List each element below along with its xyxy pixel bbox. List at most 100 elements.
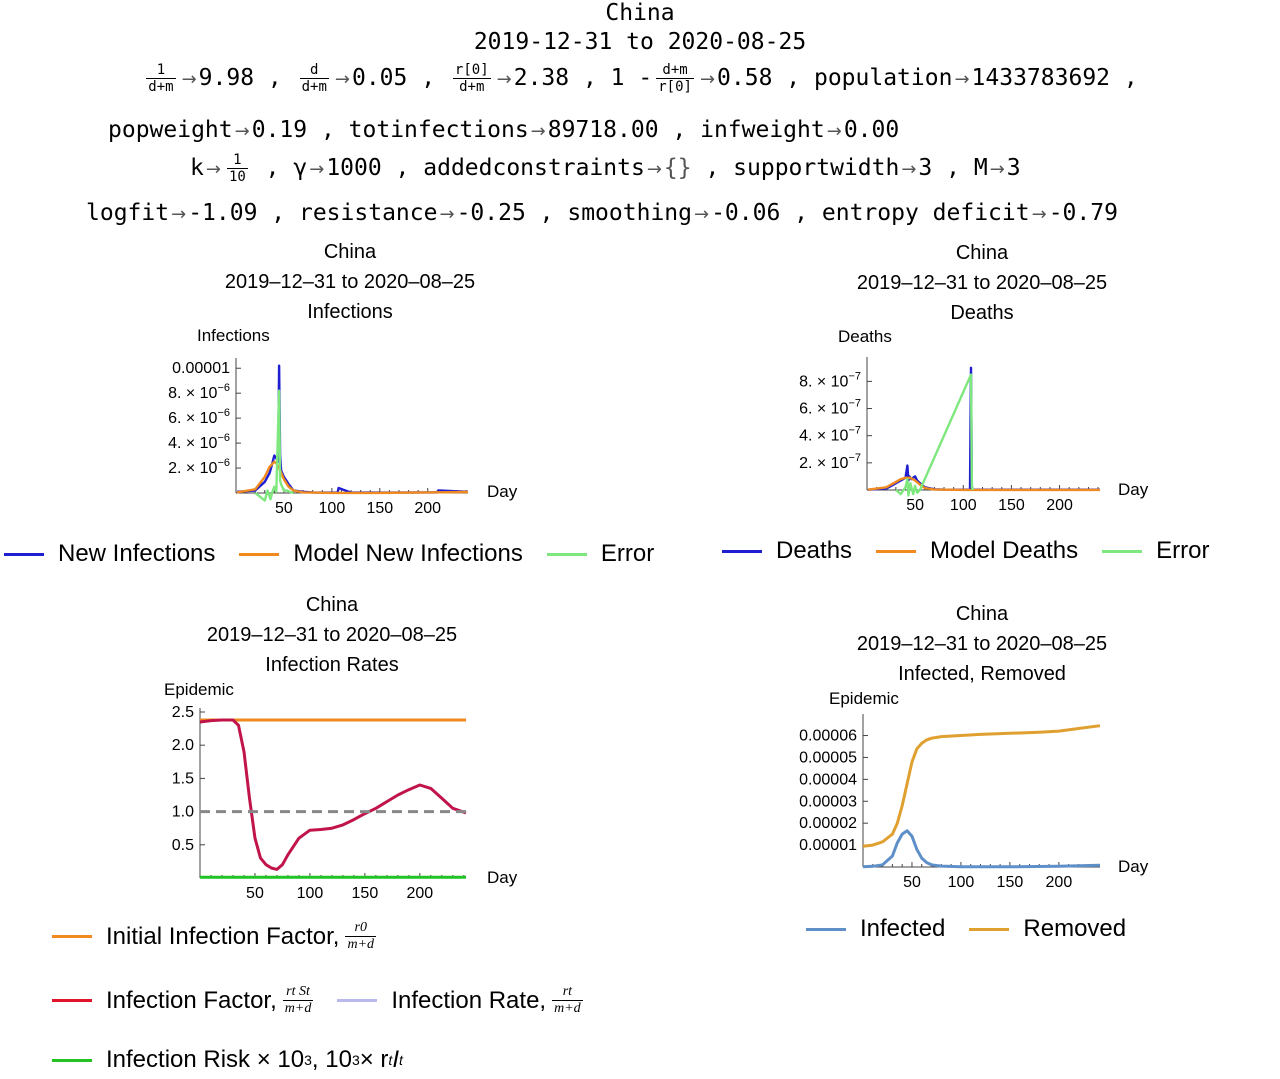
param-prefix: 1 - (610, 65, 653, 91)
series-line-model-deaths (867, 476, 1100, 492)
y-tick-label: 1.0 (172, 804, 194, 821)
x-tick-label: 200 (1046, 497, 1073, 514)
chart-infections-ylabel: Infections (197, 326, 270, 345)
x-tick-label: 200 (1046, 874, 1073, 891)
chart-title-line: China (955, 603, 1009, 625)
param-name: supportwidth (733, 155, 900, 181)
y-tick-label: 0.00001 (172, 360, 230, 377)
y-tick-label: 0.00006 (799, 728, 857, 745)
param-value: 1433783692 (971, 65, 1111, 91)
x-axis-label: Day (487, 482, 518, 501)
param-value: 9.98 (198, 65, 255, 91)
y-tick-label: 4. × 10−6 (168, 432, 230, 452)
x-tick-label: 100 (950, 497, 977, 514)
chart-infections-title: China 2019–12–31 to 2020–08–25 Infection… (200, 237, 500, 327)
param-name: logfit (86, 200, 170, 226)
chart-title-line: Infected, Removed (898, 663, 1066, 685)
chart-deaths-ylabel: Deaths (838, 327, 892, 346)
param-name: addedconstraints (423, 155, 645, 181)
param-name: infweight (700, 117, 825, 143)
x-axis-label: Day (1118, 480, 1149, 499)
x-tick-label: 150 (997, 874, 1024, 891)
param-name: M (973, 155, 988, 181)
param-value: -1.09 (188, 200, 258, 226)
chart-title-line: Infection Rates (265, 654, 399, 676)
x-tick-label: 50 (903, 874, 921, 891)
chart-rates-ylabel: Epidemic (164, 680, 234, 699)
y-tick-label: 2. × 10−6 (168, 457, 230, 477)
legend-item: Model Deaths (876, 537, 1078, 565)
chart-title-line: Deaths (950, 302, 1014, 324)
param-value: -0.06 (711, 200, 781, 226)
param-name: popweight (108, 117, 233, 143)
legend-item: New Infections (4, 540, 215, 568)
legend-item: Deaths (722, 537, 852, 565)
x-tick-label: 200 (414, 500, 441, 517)
legend-infections: New Infections Model New Infections Erro… (4, 540, 678, 568)
param-frac-2: d d+m (299, 62, 329, 95)
y-tick-label: 0.00001 (799, 837, 857, 854)
y-tick-label: 0.00002 (799, 815, 857, 832)
chart-rates-title: China 2019–12–31 to 2020–08–25 Infection… (182, 590, 482, 680)
x-tick-label: 150 (998, 497, 1025, 514)
y-tick-label: 0.00003 (799, 793, 857, 810)
param-frac-3: r[0] d+m (452, 62, 491, 95)
x-tick-label: 150 (352, 885, 379, 902)
param-name: γ (293, 155, 308, 181)
x-tick-label: 150 (366, 500, 393, 517)
series-line-removed (862, 724, 1101, 848)
chart-title-line: 2019–12–31 to 2020–08–25 (206, 624, 458, 646)
y-tick-label: 8. × 10−6 (168, 382, 230, 402)
param-name: totinfections (348, 117, 529, 143)
series-line-deaths (867, 366, 1100, 491)
chart-title-line: China (305, 594, 359, 616)
chart-title-line: 2019–12–31 to 2020–08–25 (856, 272, 1108, 294)
series-line-infection-factor (199, 718, 467, 871)
param-value: -0.79 (1048, 200, 1118, 226)
y-tick-label: 4. × 10−7 (799, 425, 861, 445)
legend-item: Infected (806, 915, 945, 943)
param-name: population (813, 65, 953, 91)
x-tick-label: 100 (948, 874, 975, 891)
param-value: -0.25 (456, 200, 526, 226)
param-name: smoothing (567, 200, 692, 226)
chart-title-line: 2019–12–31 to 2020–08–25 (224, 271, 476, 293)
chart-deaths-title: China 2019–12–31 to 2020–08–25 Deaths (832, 238, 1132, 328)
param-value: 0.19 (251, 117, 308, 143)
y-tick-label: 8. × 10−7 (799, 370, 861, 390)
series-line-infected (862, 829, 1101, 869)
legend-infected-removed: Infected Removed (806, 915, 1150, 943)
param-value: 1000 (326, 155, 382, 181)
y-tick-label: 0.00004 (799, 771, 857, 788)
params-line-3: k → 1 10 , γ →1000 , addedconstraints →{} , s… (190, 152, 1021, 185)
param-value: 3 (1006, 155, 1021, 181)
param-name: entropy deficit (821, 200, 1030, 226)
legend-rates-factor: Infection Factor, rt St m+d Infection Rat… (52, 984, 583, 1017)
x-tick-label: 200 (406, 885, 433, 902)
header-country: China (605, 0, 675, 26)
series-line-error (895, 373, 975, 497)
x-tick-label: 50 (275, 500, 293, 517)
params-line-2: popweight →0.19 , totinfections →89718.00 … (108, 117, 900, 143)
y-tick-label: 2.5 (172, 704, 194, 721)
param-name: k (190, 155, 204, 181)
params-line-1: 1 d+m →9.98 , d d+m →0.05 , r[0] d+m →2.38 , 1… (146, 62, 1138, 95)
param-value: {} (663, 155, 692, 181)
legend-deaths: Deaths Model Deaths Error (722, 537, 1233, 565)
param-value: 0.05 (351, 65, 408, 91)
header-date-range: 2019-12-31 to 2020-08-25 (473, 29, 807, 55)
x-tick-label: 50 (246, 885, 264, 902)
param-value: 3 (918, 155, 933, 181)
x-tick-label: 100 (319, 500, 346, 517)
legend-item: Error (1102, 537, 1209, 565)
x-tick-label: 50 (906, 497, 924, 514)
y-tick-label: 1.5 (172, 770, 194, 787)
y-tick-label: 6. × 10−7 (799, 398, 861, 418)
param-name: resistance (298, 200, 438, 226)
y-tick-label: 6. × 10−6 (168, 407, 230, 427)
chart-title-line: 2019–12–31 to 2020–08–25 (856, 633, 1108, 655)
legend-item: Error (546, 540, 654, 568)
chart-title-line: China (955, 242, 1009, 264)
